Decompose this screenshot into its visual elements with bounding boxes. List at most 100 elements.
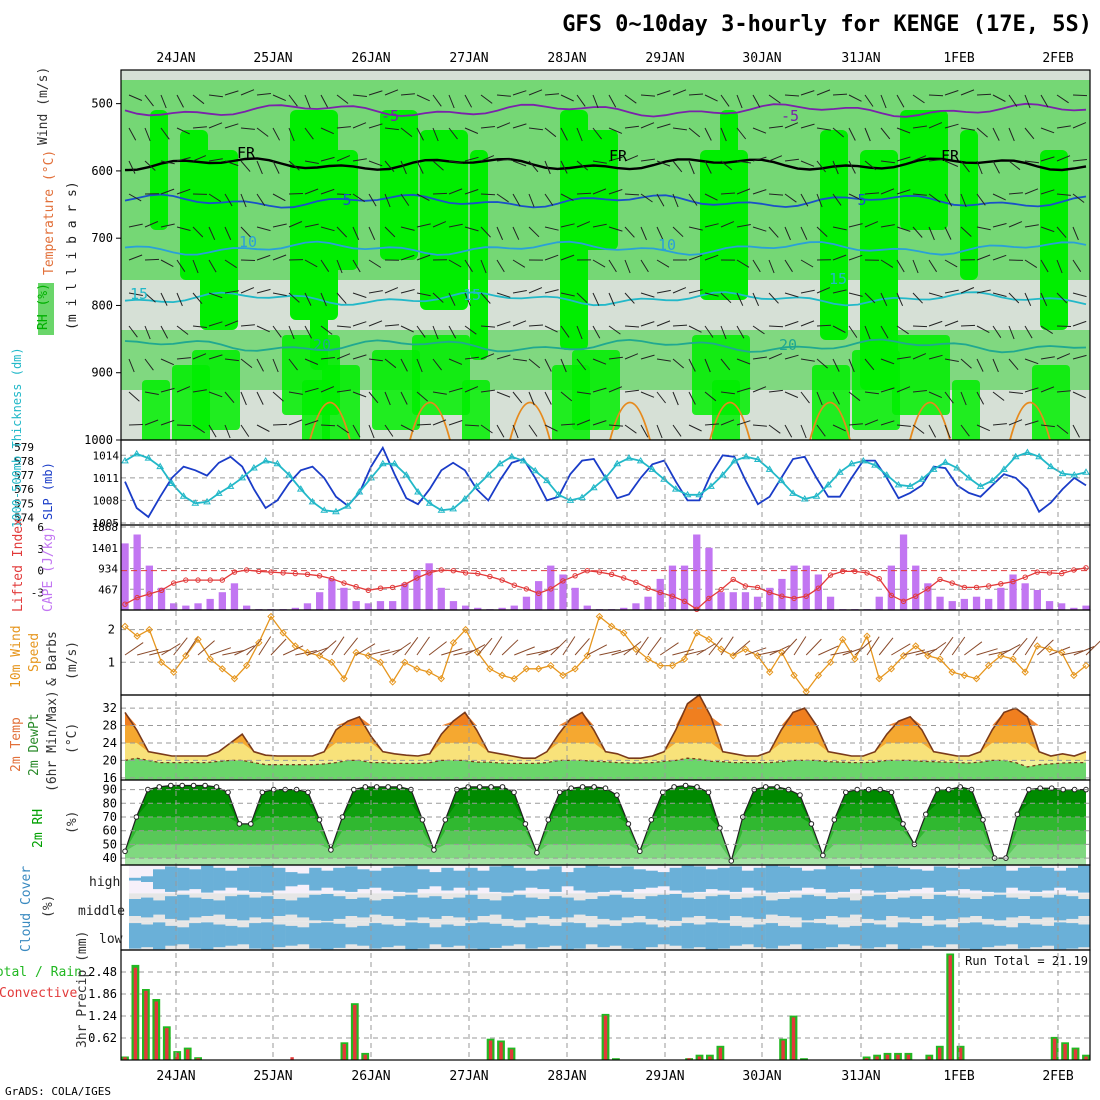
thickness-point bbox=[707, 482, 715, 489]
li-point bbox=[657, 589, 663, 596]
isotherm-label-10: 10 bbox=[239, 233, 257, 251]
wind-barb bbox=[304, 188, 319, 195]
li-point bbox=[548, 586, 554, 592]
wind-barb bbox=[128, 325, 138, 338]
cloud-low-cell bbox=[669, 925, 682, 946]
rh-point bbox=[671, 784, 677, 790]
wind-barb bbox=[512, 358, 527, 362]
wind-barb bbox=[1024, 420, 1039, 426]
ylabel-lifted-index: Lifted Index bbox=[11, 518, 26, 612]
wind-barb-10m bbox=[781, 638, 798, 656]
wind-point bbox=[1082, 661, 1090, 670]
wind-barb bbox=[736, 358, 751, 365]
rh-point bbox=[648, 817, 655, 823]
cloud-low-cell bbox=[969, 922, 983, 950]
cloud-low-cell bbox=[369, 923, 382, 949]
cape-bar bbox=[997, 587, 1005, 610]
wind-barb bbox=[448, 292, 456, 306]
thickness-point bbox=[589, 483, 598, 491]
wind-barb bbox=[576, 419, 591, 426]
rh-high-column bbox=[900, 110, 948, 230]
wind-point bbox=[303, 648, 312, 657]
wind-barb bbox=[544, 226, 559, 231]
wind-barb bbox=[592, 127, 602, 140]
wind-barb bbox=[880, 292, 888, 307]
li-point bbox=[450, 568, 457, 574]
cloud-low-cell bbox=[225, 925, 238, 946]
rh-point bbox=[1014, 811, 1021, 818]
li-point bbox=[438, 567, 444, 573]
cape-bar bbox=[717, 592, 725, 610]
cloud-low-cell bbox=[549, 925, 562, 946]
wind-barb bbox=[864, 292, 876, 304]
wind-barb-10m bbox=[368, 649, 390, 656]
rh-point bbox=[659, 789, 666, 796]
cloud-low-cell bbox=[1029, 924, 1043, 948]
wind-barb bbox=[288, 94, 298, 107]
wind-barb bbox=[704, 94, 718, 102]
wind-barb bbox=[768, 155, 783, 162]
wind-barb bbox=[1072, 226, 1079, 241]
li-point bbox=[791, 595, 797, 602]
wind-barb bbox=[992, 423, 1007, 426]
wind-barb bbox=[160, 223, 175, 228]
cloud-low-cell bbox=[741, 927, 754, 945]
cape-bar bbox=[705, 547, 713, 610]
rh-point bbox=[797, 792, 803, 798]
thickness-tick-578: 578 bbox=[14, 455, 34, 468]
li-point bbox=[596, 569, 603, 575]
x-tick-bottom-24JAN: 24JAN bbox=[156, 1069, 195, 1084]
cloud-middle-cell bbox=[405, 894, 418, 921]
ylabel-dewpt2m: 2m DewPt bbox=[27, 713, 42, 776]
wind-barb bbox=[704, 160, 712, 174]
wind-barb-10m bbox=[355, 643, 376, 656]
cloud-middle-cell bbox=[345, 899, 358, 916]
cape-bar bbox=[814, 574, 822, 610]
cape-bar bbox=[1058, 603, 1066, 610]
wind-barb bbox=[784, 391, 799, 398]
cloud-middle-cell bbox=[741, 897, 754, 918]
wind-barb bbox=[816, 391, 823, 406]
wind-barb bbox=[480, 226, 491, 238]
li-point bbox=[621, 575, 627, 581]
cloud-middle-cell bbox=[333, 896, 346, 919]
wind-barb bbox=[832, 160, 839, 175]
temp-tick-16: 16 bbox=[103, 771, 117, 785]
cloud-high-cell bbox=[981, 866, 995, 892]
wind-barb bbox=[576, 127, 583, 142]
thickness-point bbox=[531, 466, 540, 474]
wind-barb bbox=[1024, 292, 1032, 307]
frame-slp bbox=[120, 439, 1091, 526]
cloud-high-cell bbox=[501, 865, 514, 893]
wind-barb-10m bbox=[550, 639, 567, 656]
li-point bbox=[304, 571, 311, 577]
wind-barb-10m bbox=[793, 636, 807, 656]
wind-barb bbox=[1008, 419, 1023, 426]
wind-point bbox=[741, 645, 750, 653]
wind-point bbox=[1009, 655, 1017, 663]
ylabel-convective: Convective bbox=[0, 986, 77, 1001]
wind-point bbox=[425, 668, 433, 676]
thickness-point bbox=[519, 456, 528, 464]
isotherm-label-15: 15 bbox=[463, 286, 481, 304]
precip-convective-bar bbox=[186, 1049, 190, 1060]
wind-barb bbox=[240, 391, 247, 406]
precip-axis-titles: Total / Rain Convective 3hr Precip (mm) … bbox=[0, 931, 1088, 1048]
cloud-middle-cell bbox=[897, 897, 911, 918]
wind-barb bbox=[784, 292, 799, 298]
li-tick-0: 0 bbox=[37, 565, 44, 578]
wind-barb bbox=[688, 358, 696, 372]
rh-high-column bbox=[580, 130, 618, 250]
precip-convective-bar bbox=[342, 1044, 346, 1060]
precip-convective-bar bbox=[154, 1001, 158, 1060]
thickness-point bbox=[543, 476, 551, 484]
wind-point bbox=[571, 665, 579, 673]
wind-point bbox=[632, 645, 640, 653]
wind-barb bbox=[224, 358, 239, 362]
wind-barb bbox=[544, 325, 558, 333]
wind-barb bbox=[848, 423, 863, 426]
wind-barb bbox=[1008, 221, 1023, 228]
cloud-low-cell bbox=[429, 927, 442, 945]
wind-barb-10m bbox=[526, 650, 549, 656]
